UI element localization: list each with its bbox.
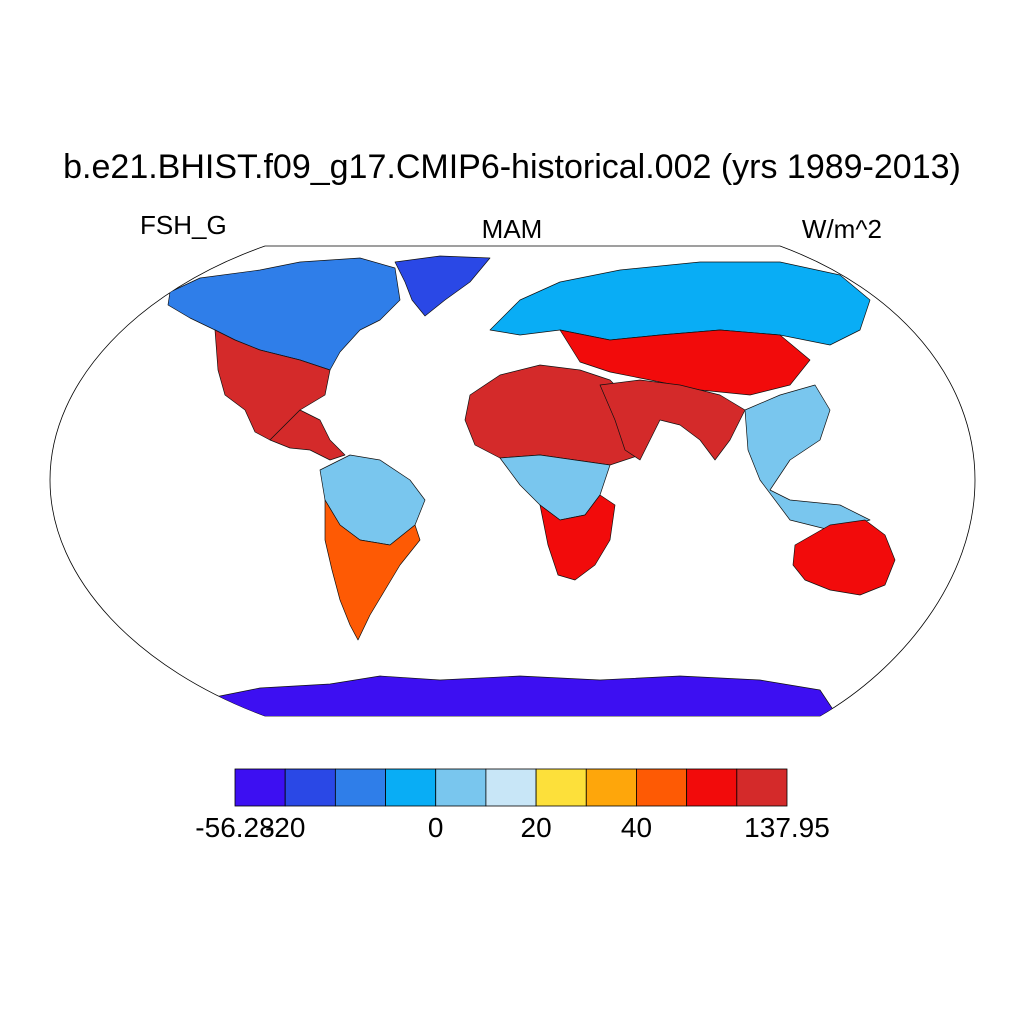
colorbar-label: -56.28 — [195, 812, 275, 843]
colorbar-label: 137.95 — [744, 812, 830, 843]
colorbar-bin-9 — [686, 768, 738, 807]
region-north-america-north — [167, 257, 401, 371]
region-southern-africa — [539, 494, 616, 581]
colorbar-label: -20 — [264, 812, 306, 843]
colorbar-bin-8 — [636, 768, 688, 807]
colorbar-bin-2 — [334, 768, 386, 807]
colorbar-label: 40 — [620, 812, 653, 843]
region-greenland — [394, 255, 491, 317]
colorbar-bin-10 — [736, 768, 788, 807]
colorbar-bin-6 — [535, 768, 587, 807]
colorbar-label: 20 — [520, 812, 552, 843]
colorbar-bin-4 — [435, 768, 487, 807]
region-australia — [792, 519, 896, 596]
colorbar — [234, 768, 788, 807]
colorbar-bin-1 — [284, 768, 336, 807]
colorbar-bin-0 — [234, 768, 286, 807]
colorbar-label: 0 — [427, 812, 444, 843]
region-arabia-india — [599, 379, 746, 461]
region-south-america-south — [324, 499, 421, 641]
region-central-asia — [559, 329, 811, 396]
colorbar-bin-7 — [585, 768, 637, 807]
region-central-america — [269, 409, 346, 461]
colorbar-bin-3 — [385, 768, 437, 807]
region-southeast-asia — [744, 384, 871, 531]
variable-label: FSH_G — [140, 210, 227, 240]
season-label: MAM — [481, 214, 543, 244]
units-label: W/m^2 — [801, 214, 882, 244]
region-antarctica — [199, 675, 841, 716]
colorbar-bin-5 — [485, 768, 537, 807]
figure-title: b.e21.BHIST.f09_g17.CMIP6-historical.002… — [63, 148, 961, 186]
